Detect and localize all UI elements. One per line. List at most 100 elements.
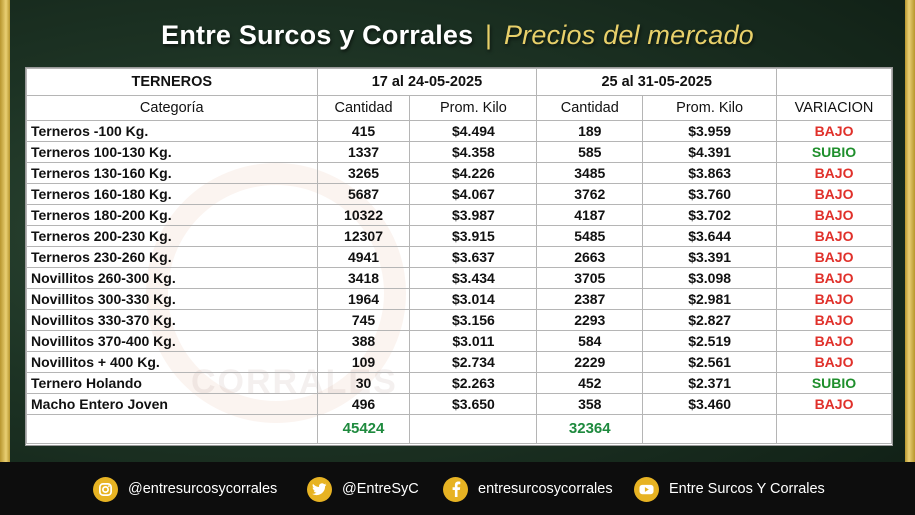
qty1-cell: 1964 (316, 288, 411, 310)
twitter-link[interactable]: @EntreSyC (307, 476, 419, 502)
table-row: Terneros 200-230 Kg. 12307 $3.915 5485 $3.64… (26, 225, 892, 247)
qty2-cell: 2387 (536, 288, 644, 310)
column-header-row: Categoría Cantidad Prom. Kilo Cantidad P… (26, 95, 892, 121)
twitter-icon (307, 476, 332, 502)
table-row: Novillitos + 400 Kg. 109 $2.734 2229 $2.561 B… (26, 351, 892, 373)
column-header-variation: VARIACION (776, 95, 892, 121)
title-subtitle: Precios del mercado (503, 20, 754, 50)
youtube-link[interactable]: Entre Surcos Y Corrales (634, 476, 825, 502)
variation-cell: BAJO (776, 351, 892, 373)
price1-cell: $4.226 (409, 162, 538, 184)
title-main: Entre Surcos y Corrales (161, 20, 474, 50)
price1-cell: $2.734 (409, 351, 538, 373)
price1-cell: $3.650 (409, 393, 538, 415)
category-cell: Terneros 180-200 Kg. (26, 204, 318, 226)
qty1-cell: 415 (316, 120, 411, 142)
variation-cell: BAJO (776, 225, 892, 247)
category-cell: Macho Entero Joven (26, 393, 318, 415)
price2-cell: $3.391 (642, 246, 778, 268)
instagram-link[interactable]: @entresurcosycorrales (93, 476, 277, 502)
column-header-price1: Prom. Kilo (409, 95, 538, 121)
price2-cell: $2.981 (642, 288, 778, 310)
category-cell: Terneros 160-180 Kg. (26, 183, 318, 205)
table-row: Terneros 160-180 Kg. 5687 $4.067 3762 $3.760… (26, 183, 892, 205)
category-cell: Ternero Holando (26, 372, 318, 394)
price1-cell: $3.156 (409, 309, 538, 331)
price2-cell: $3.460 (642, 393, 778, 415)
left-gold-border (0, 0, 10, 462)
column-header-price2: Prom. Kilo (642, 95, 778, 121)
price1-cell: $4.067 (409, 183, 538, 205)
variation-cell: BAJO (776, 204, 892, 226)
qty1-cell: 745 (316, 309, 411, 331)
table-row: Terneros 100-130 Kg. 1337 $4.358 585 $4.391 S… (26, 141, 892, 163)
title-separator: | (485, 20, 493, 50)
total-qty1: 45424 (316, 414, 411, 444)
qty1-cell: 4941 (316, 246, 411, 268)
qty1-cell: 5687 (316, 183, 411, 205)
column-header-qty1: Cantidad (316, 95, 411, 121)
facebook-link[interactable]: entresurcosycorrales (443, 476, 613, 502)
category-cell: Novillitos + 400 Kg. (26, 351, 318, 373)
facebook-handle: entresurcosycorrales (478, 481, 613, 497)
price2-cell: $3.959 (642, 120, 778, 142)
page-title: Entre Surcos y Corrales | Precios del me… (0, 20, 915, 51)
period1-header: 17 al 24-05-2025 (316, 68, 538, 96)
totals-row: 45424 32364 (26, 414, 892, 444)
price1-cell: $3.915 (409, 225, 538, 247)
category-cell: Novillitos 300-330 Kg. (26, 288, 318, 310)
table-row: Macho Entero Joven 496 $3.650 358 $3.460 BAJO (26, 393, 892, 415)
empty-header (776, 68, 892, 96)
table-row: Novillitos 370-400 Kg. 388 $3.011 584 $2.519… (26, 330, 892, 352)
price1-cell: $3.011 (409, 330, 538, 352)
qty1-cell: 496 (316, 393, 411, 415)
price2-cell: $2.561 (642, 351, 778, 373)
category-cell: Novillitos 260-300 Kg. (26, 267, 318, 289)
twitter-handle: @EntreSyC (342, 481, 419, 497)
variation-cell: BAJO (776, 309, 892, 331)
section-label: TERNEROS (26, 68, 318, 96)
qty2-cell: 2663 (536, 246, 644, 268)
table-row: Terneros 230-260 Kg. 4941 $3.637 2663 $3.391… (26, 246, 892, 268)
qty2-cell: 3485 (536, 162, 644, 184)
qty1-cell: 3265 (316, 162, 411, 184)
variation-cell: BAJO (776, 393, 892, 415)
price2-cell: $3.644 (642, 225, 778, 247)
price2-cell: $3.702 (642, 204, 778, 226)
column-header-category: Categoría (26, 95, 318, 121)
variation-cell: BAJO (776, 330, 892, 352)
qty2-cell: 2229 (536, 351, 644, 373)
price1-cell: $3.014 (409, 288, 538, 310)
table-row: Terneros 180-200 Kg. 10322 $3.987 4187 $3.70… (26, 204, 892, 226)
qty2-cell: 189 (536, 120, 644, 142)
price1-cell: $4.494 (409, 120, 538, 142)
total-qty2: 32364 (536, 414, 644, 444)
qty2-cell: 2293 (536, 309, 644, 331)
table-row: Novillitos 300-330 Kg. 1964 $3.014 2387 $2.9… (26, 288, 892, 310)
qty1-cell: 12307 (316, 225, 411, 247)
variation-cell: BAJO (776, 120, 892, 142)
price2-cell: $2.371 (642, 372, 778, 394)
column-header-qty2: Cantidad (536, 95, 644, 121)
price2-cell: $4.391 (642, 141, 778, 163)
qty1-cell: 30 (316, 372, 411, 394)
variation-cell: SUBIO (776, 141, 892, 163)
qty2-cell: 3762 (536, 183, 644, 205)
qty2-cell: 358 (536, 393, 644, 415)
instagram-icon (93, 476, 118, 502)
prices-table: TERNEROS 17 al 24-05-2025 25 al 31-05-20… (26, 68, 892, 444)
variation-cell: BAJO (776, 183, 892, 205)
qty2-cell: 584 (536, 330, 644, 352)
right-gold-border (905, 0, 915, 462)
table-row: Terneros 130-160 Kg. 3265 $4.226 3485 $3.863… (26, 162, 892, 184)
qty2-cell: 3705 (536, 267, 644, 289)
price1-cell: $4.358 (409, 141, 538, 163)
category-cell: Terneros 200-230 Kg. (26, 225, 318, 247)
price2-cell: $2.827 (642, 309, 778, 331)
variation-cell: SUBIO (776, 372, 892, 394)
variation-cell: BAJO (776, 267, 892, 289)
price2-cell: $3.863 (642, 162, 778, 184)
qty1-cell: 1337 (316, 141, 411, 163)
qty1-cell: 10322 (316, 204, 411, 226)
qty2-cell: 585 (536, 141, 644, 163)
